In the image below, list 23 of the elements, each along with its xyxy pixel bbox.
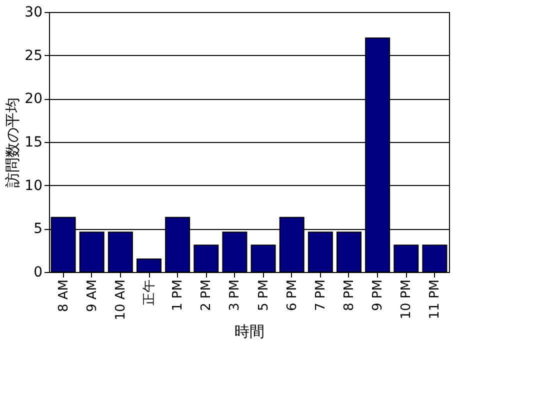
y-tick-label: 0 — [34, 264, 42, 280]
y-tick-label: 5 — [34, 221, 42, 238]
x-tick-label: 10 PM — [399, 280, 414, 320]
x-tick-label: 7 PM — [313, 280, 328, 311]
y-tick-label: 15 — [24, 134, 42, 150]
x-tick-label: 1 PM — [170, 280, 186, 311]
x-tick-label: 6 PM — [284, 280, 300, 311]
y-tick-label: 25 — [24, 48, 42, 64]
x-tick-label: 3 PM — [228, 280, 243, 311]
x-tick-label: 9 PM — [370, 280, 386, 311]
y-axis-title: 訪問数の平均 — [4, 98, 22, 188]
x-tick-label: 8 PM — [342, 280, 357, 311]
x-axis-title: 時間 — [234, 322, 264, 340]
x-tick-label: 9 AM — [84, 280, 100, 312]
x-tick-label: 10 AM — [113, 280, 128, 320]
x-tick-label: 8 AM — [56, 280, 72, 312]
x-tick-label: 正午 — [142, 280, 157, 306]
x-tick-label: 2 PM — [199, 280, 214, 311]
y-tick-label: 20 — [24, 91, 42, 108]
y-tick-label: 30 — [24, 4, 42, 20]
y-tick-label: 10 — [24, 178, 42, 194]
x-tick-label: 11 PM — [428, 280, 443, 320]
x-tick-label: 5 PM — [256, 280, 272, 311]
